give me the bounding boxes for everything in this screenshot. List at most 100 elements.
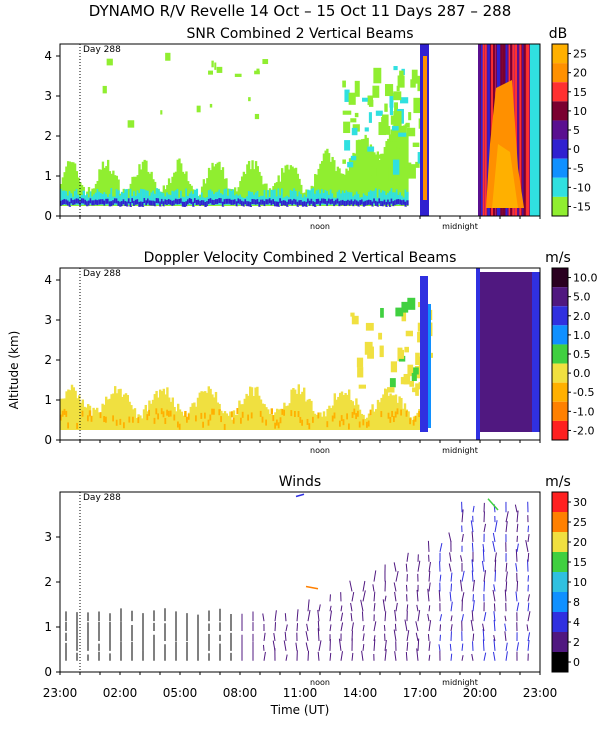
y-tick-label: 2 [44,353,52,367]
colorbar-label: -0.5 [573,386,594,399]
colorbar-swatch [552,552,568,572]
panel-title: Doppler Velocity Combined 2 Vertical Bea… [144,250,457,266]
plot-content [60,268,540,440]
colorbar-swatch [552,325,568,345]
y-tick-label: 3 [44,530,52,544]
colorbar-swatch [552,512,568,532]
x-tick-label: 17:00 [403,686,438,700]
day-marker-label: Day 288 [83,493,121,503]
colorbar-label: -10 [573,181,591,194]
colorbar-label: 1.0 [573,329,591,342]
midnight-label: midnight [442,222,478,231]
colorbar-label: 10 [573,576,587,589]
colorbar-label: 20 [573,536,587,549]
colorbar-swatch [552,287,568,307]
colorbar-swatch [552,344,568,364]
colorbar-label: 2 [573,636,580,649]
colorbar-swatch [552,306,568,326]
y-tick-label: 2 [44,575,52,589]
colorbar-label: 25 [573,48,587,61]
colorbar-label: -2.0 [573,424,594,437]
x-axis-label: Time (UT) [270,703,330,717]
x-tick-label: 02:00 [103,686,138,700]
colorbar-swatch [552,401,568,421]
day-marker-label: Day 288 [83,45,121,55]
colorbar-label: 30 [573,496,587,509]
colorbar-swatch [552,532,568,552]
colorbar-swatch [552,382,568,402]
colorbar-label: -15 [573,200,591,213]
colorbar-label: 15 [573,556,587,569]
colorbar-label: 0.0 [573,367,591,380]
colorbar-label: 25 [573,516,587,529]
colorbar-units: dB [549,26,568,42]
y-tick-label: 0 [44,209,52,223]
plot-content [60,44,540,216]
y-tick-label: 4 [44,273,52,287]
colorbar-label: 5.0 [573,291,591,304]
panel-1: SNR Combined 2 Vertical Beams dB Day 288 0 1… [44,26,591,231]
noon-label: noon [310,446,330,455]
colorbar-units: m/s [545,474,571,490]
figure-title: DYNAMO R/V Revelle 14 Oct – 15 Oct 11 Da… [89,2,512,20]
colorbar-label: -5 [573,162,584,175]
colorbar-swatch [552,363,568,383]
colorbar-label: -1.0 [573,405,594,418]
colorbar-label: 2.0 [573,310,591,323]
y-tick-label: 0 [44,665,52,679]
y-axis-label: Altitude (km) [7,331,21,410]
colorbar-swatch [552,196,568,216]
panel-title: SNR Combined 2 Vertical Beams [186,26,413,42]
y-tick-label: 1 [44,393,52,407]
colorbar-swatch [552,268,568,288]
colorbar-label: 10.0 [573,272,598,285]
midnight-label: midnight [442,446,478,455]
colorbar-swatch [552,82,568,102]
plot-content [65,493,531,661]
colorbar-label: 0 [573,656,580,669]
colorbar-label: 0.5 [573,348,591,361]
y-tick-label: 1 [44,169,52,183]
x-tick-label: 20:00 [463,686,498,700]
y-tick-label: 3 [44,89,52,103]
x-tick-label: 14:00 [343,686,378,700]
y-tick-label: 3 [44,313,52,327]
colorbar-swatch [552,632,568,652]
colorbar-label: 0 [573,143,580,156]
colorbar-label: 15 [573,86,587,99]
colorbar-swatch [552,63,568,83]
colorbar-swatch [552,420,568,440]
x-tick-label: 05:00 [163,686,198,700]
y-tick-label: 0 [44,433,52,447]
colorbar-label: 4 [573,616,580,629]
x-tick-label: 23:00 [43,686,78,700]
noon-label: noon [310,222,330,231]
colorbar-label: 10 [573,105,587,118]
colorbar-label: 20 [573,67,587,80]
colorbar-label: 8 [573,596,580,609]
colorbar-swatch [552,652,568,672]
colorbar-swatch [552,158,568,178]
colorbar-swatch [552,492,568,512]
noon-label: noon [310,678,330,687]
x-tick-label: 11:00 [283,686,318,700]
colorbar-swatch [552,572,568,592]
y-tick-label: 1 [44,620,52,634]
midnight-label: midnight [442,678,478,687]
colorbar-swatch [552,177,568,197]
panel-2: Doppler Velocity Combined 2 Vertical Bea… [44,250,597,455]
colorbar-swatch [552,101,568,121]
colorbar-units: m/s [545,250,571,266]
colorbar-label: 5 [573,124,580,137]
y-tick-label: 4 [44,49,52,63]
x-tick-label: 23:00 [523,686,558,700]
colorbar-swatch [552,612,568,632]
day-marker-label: Day 288 [83,269,121,279]
panel-title: Winds [279,474,321,490]
colorbar-swatch [552,120,568,140]
colorbar-swatch [552,592,568,612]
colorbar-swatch [552,44,568,64]
colorbar-swatch [552,139,568,159]
